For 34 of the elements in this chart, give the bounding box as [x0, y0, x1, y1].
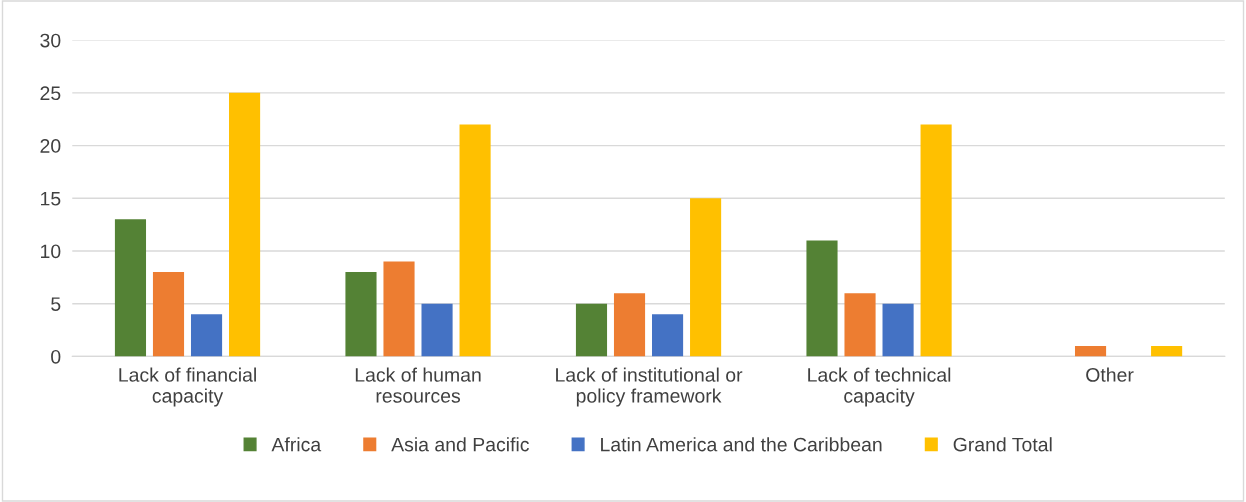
x-tick-label: Lack of technical capacity [808, 367, 951, 407]
bar [190, 314, 223, 357]
bar [882, 303, 914, 357]
y-tick-label: 25 [40, 86, 61, 101]
bar [613, 293, 646, 357]
bar [152, 272, 185, 357]
y-tick-label: 5 [51, 297, 61, 311]
x-tick-label: Lack of financial capacity [119, 367, 256, 407]
y-tick-label: 15 [41, 191, 61, 206]
bar [421, 303, 453, 357]
x-tick-label: Lack of human resources [355, 367, 481, 403]
y-tick-label: 10 [41, 244, 61, 259]
bar [1151, 345, 1183, 357]
bar [459, 124, 491, 357]
bar [920, 124, 952, 357]
y-tick-label: 30 [40, 33, 61, 48]
legend-label: Grand Total [953, 437, 1052, 452]
bar [806, 240, 838, 357]
x-tick-label: Other [1086, 367, 1134, 382]
bar [844, 293, 876, 357]
bar [114, 219, 147, 357]
bar [383, 261, 415, 357]
y-tick-label: 0 [51, 349, 61, 364]
bar [1074, 345, 1107, 357]
legend-label: Africa [271, 437, 322, 452]
legend-label: Asia and Pacific [391, 437, 529, 452]
y-tick-label: 20 [40, 139, 61, 153]
bar [345, 272, 377, 357]
bar [229, 92, 261, 357]
x-tick-label: Lack of institutional or policy framework [556, 367, 743, 407]
bar [690, 198, 722, 357]
bar [575, 303, 608, 357]
legend-label: Latin America and the Caribbean [601, 437, 882, 452]
bar [652, 314, 684, 357]
